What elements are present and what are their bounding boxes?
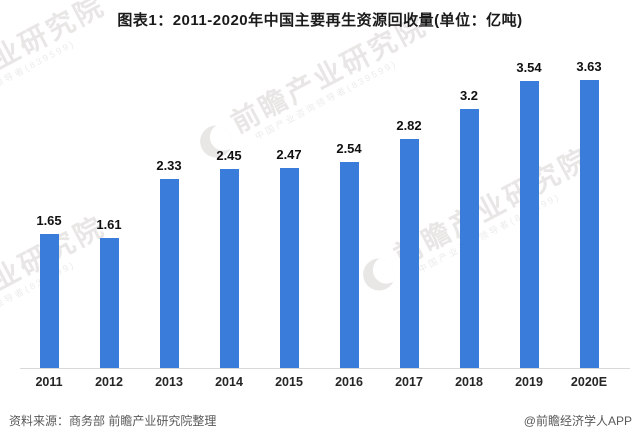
credit-note: @前瞻经济学人APP <box>523 414 632 428</box>
bar-group: 2.45 <box>199 60 259 368</box>
bar-group: 2.82 <box>379 60 439 368</box>
chart-footer: 资料来源：商务部 前瞻产业研究院整理 @前瞻经济学人APP <box>9 412 632 429</box>
x-axis-label: 2013 <box>155 375 183 389</box>
bar-group: 2.33 <box>139 60 199 368</box>
bar-group: 2.54 <box>319 60 379 368</box>
bar-group: 2.47 <box>259 60 319 368</box>
bar-group: 3.54 <box>499 60 559 368</box>
x-axis-label: 2012 <box>95 375 123 389</box>
x-axis-label: 2020E <box>570 375 608 389</box>
bar-value-label: 2.47 <box>276 147 302 162</box>
bar-group: 1.61 <box>79 60 139 368</box>
plot-area: 1.65 1.61 2.33 2.45 2.47 2.54 2.82 3.2 3.54 3.63 <box>19 60 619 368</box>
bar-value-label: 2.82 <box>396 118 422 133</box>
x-axis-label: 2019 <box>515 375 543 389</box>
x-axis-label: 2017 <box>395 375 423 389</box>
bar <box>339 162 359 368</box>
x-axis-labels: 2011 2012 2013 2014 2015 2016 2017 2018 2019 2020… <box>19 375 619 389</box>
bar-value-label: 3.2 <box>459 88 479 103</box>
x-axis-label: 2016 <box>335 375 363 389</box>
bar-group: 3.63 <box>559 60 619 368</box>
bar <box>279 168 299 368</box>
x-axis-label: 2011 <box>35 375 63 389</box>
x-axis-label: 2018 <box>455 375 483 389</box>
x-axis-label: 2014 <box>215 375 243 389</box>
bar <box>399 139 419 368</box>
chart-title: 图表1：2011-2020年中国主要再生资源回收量(单位：亿吨) <box>117 12 523 29</box>
bar <box>99 238 119 368</box>
bar <box>459 109 479 368</box>
bar-group: 3.2 <box>439 60 499 368</box>
bar <box>159 179 179 368</box>
bar-value-label: 3.54 <box>516 60 542 75</box>
bar <box>519 81 539 368</box>
x-axis-label: 2015 <box>275 375 303 389</box>
source-note: 资料来源：商务部 前瞻产业研究院整理 <box>9 414 217 428</box>
bar <box>39 234 59 368</box>
bar-value-label: 1.65 <box>36 213 62 228</box>
bar <box>219 169 239 368</box>
bar-value-label: 2.54 <box>336 141 362 156</box>
bar-value-label: 1.61 <box>96 217 122 232</box>
bar-value-label: 2.45 <box>216 148 242 163</box>
bar <box>579 80 599 368</box>
bar-value-label: 2.33 <box>156 158 182 173</box>
x-axis-line <box>20 368 630 369</box>
bar-value-label: 3.63 <box>576 59 602 74</box>
bar-group: 1.65 <box>19 60 79 368</box>
